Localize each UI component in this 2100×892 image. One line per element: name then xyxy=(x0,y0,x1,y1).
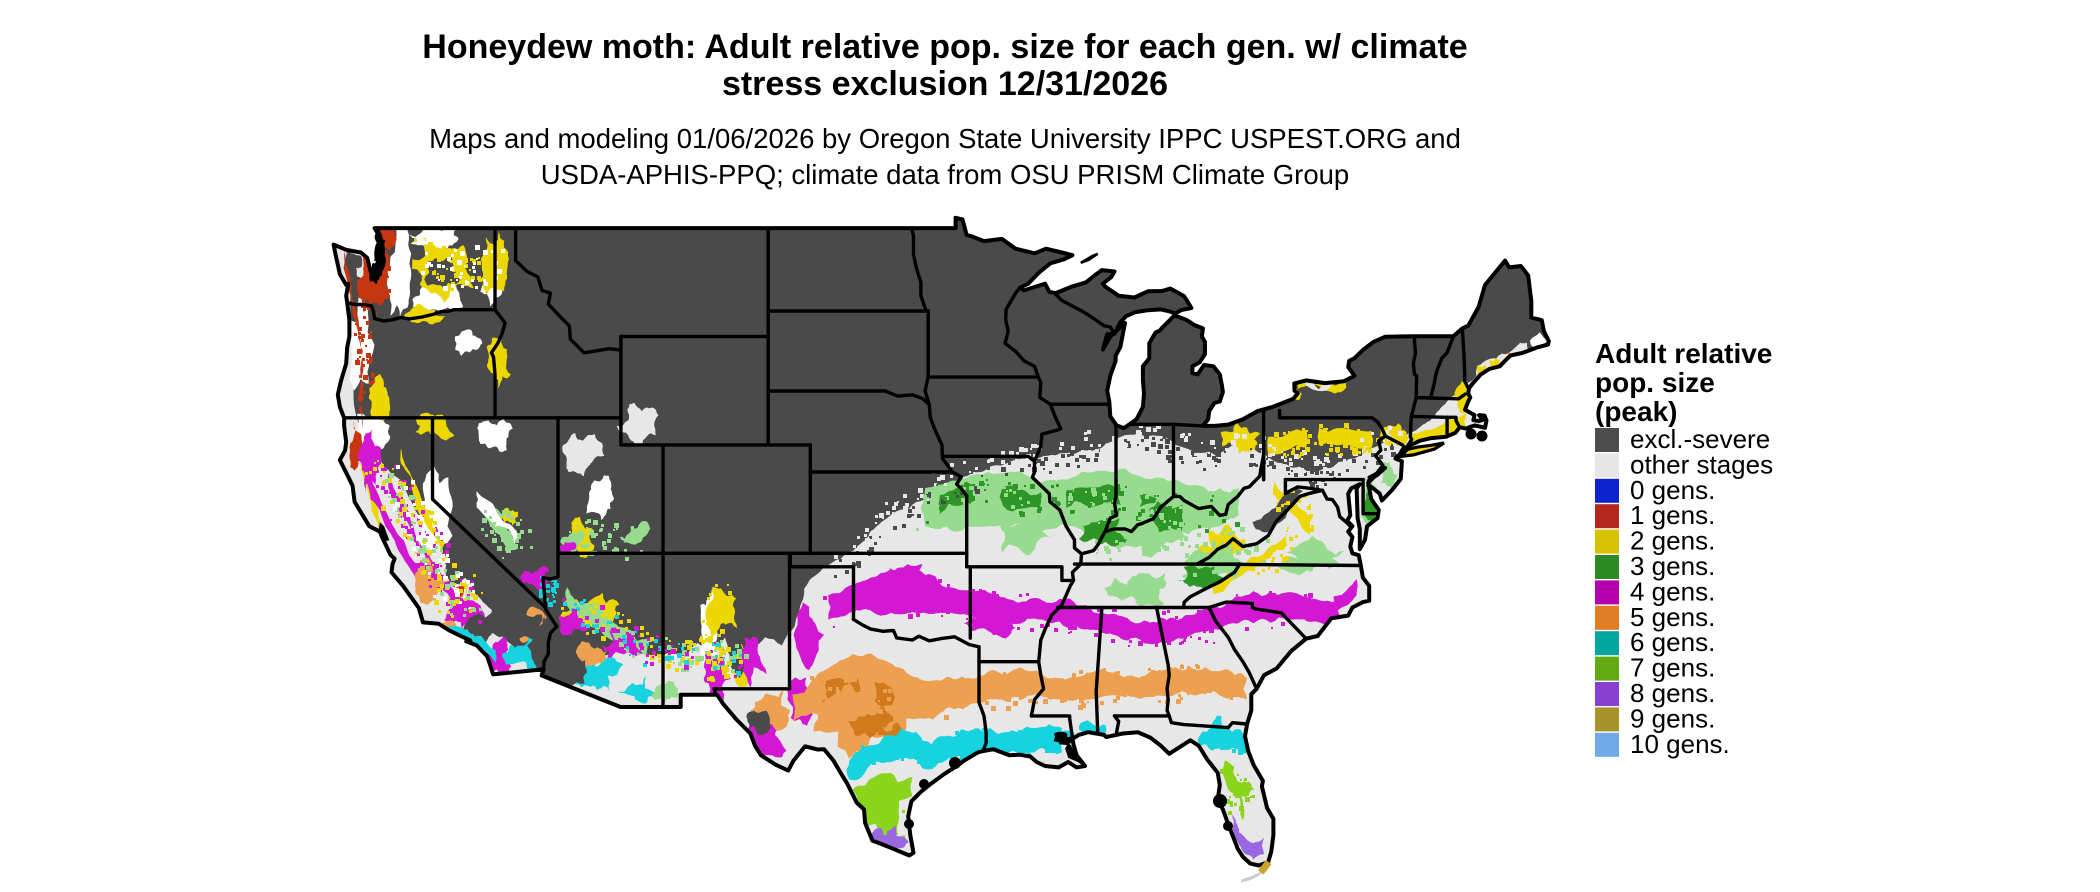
svg-text:8 gens.: 8 gens. xyxy=(1630,678,1715,708)
svg-text:excl.-severe: excl.-severe xyxy=(1630,424,1770,454)
svg-text:5 gens.: 5 gens. xyxy=(1630,602,1715,632)
svg-text:9 gens.: 9 gens. xyxy=(1630,703,1715,733)
svg-text:(peak): (peak) xyxy=(1595,396,1677,427)
svg-text:4 gens.: 4 gens. xyxy=(1630,576,1715,606)
svg-text:0 gens.: 0 gens. xyxy=(1630,475,1715,505)
svg-text:other stages: other stages xyxy=(1630,449,1773,479)
svg-text:Adult relative: Adult relative xyxy=(1595,338,1772,369)
svg-text:pop. size: pop. size xyxy=(1595,367,1715,398)
svg-text:2 gens.: 2 gens. xyxy=(1630,526,1715,556)
svg-text:3 gens.: 3 gens. xyxy=(1630,551,1715,581)
svg-text:6 gens.: 6 gens. xyxy=(1630,627,1715,657)
svg-text:1 gens.: 1 gens. xyxy=(1630,500,1715,530)
svg-text:10 gens.: 10 gens. xyxy=(1630,729,1730,759)
svg-text:7 gens.: 7 gens. xyxy=(1630,653,1715,683)
